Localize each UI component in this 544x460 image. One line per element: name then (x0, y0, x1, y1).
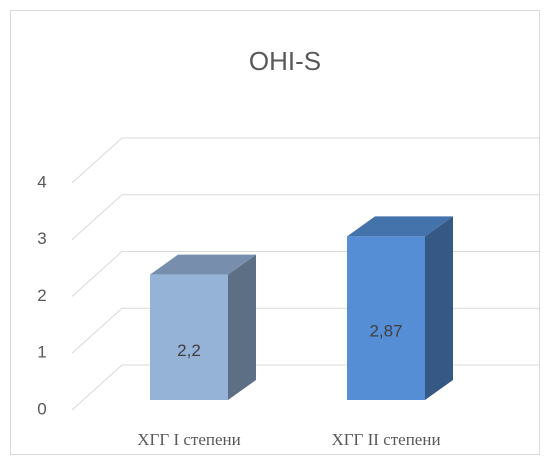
data-label: 2,87 (369, 322, 402, 341)
x-tick-label: ХГГ II степени (331, 430, 440, 449)
y-tick-label: 1 (37, 343, 46, 362)
bar-side (425, 216, 453, 400)
y-tick-label: 0 (37, 399, 46, 418)
y-tick-label: 3 (37, 229, 46, 248)
bar-side (228, 254, 256, 400)
bars: 2,2 2,87 (150, 216, 453, 400)
chart-border (10, 10, 540, 455)
bar-top (347, 216, 453, 237)
grid-line (71, 194, 540, 241)
bar-top (150, 254, 256, 275)
x-tick-label: ХГГ I степени (137, 430, 240, 449)
chart-title: OHI-S (249, 46, 321, 76)
bar (150, 274, 228, 400)
grid-line (71, 137, 540, 184)
data-label: 2,2 (177, 341, 201, 360)
y-tick-label: 4 (37, 172, 46, 191)
y-tick-label: 2 (37, 286, 46, 305)
bar (347, 236, 425, 400)
